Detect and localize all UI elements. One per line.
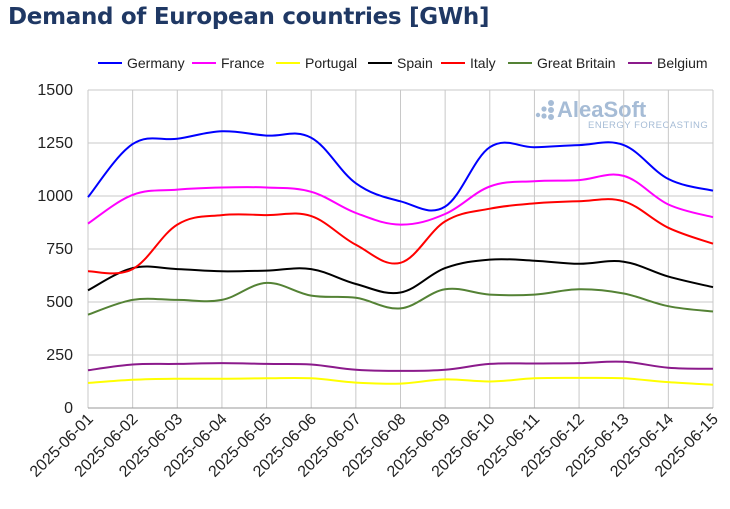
aleasoft-logo-icon [535,100,554,120]
x-axis: 2025-06-012025-06-022025-06-032025-06-04… [27,411,722,481]
aleasoft-watermark: AleaSoft ENERGY FORECASTING [535,97,708,131]
series-line-portugal [87,376,714,386]
legend-label-spain: Spain [397,55,433,71]
legend-label-great-britain: Great Britain [537,55,616,71]
y-axis: 0 250 500 750 1000 1250 1500 [37,82,73,417]
series-line-germany [87,130,714,212]
y-tick-label: 1500 [37,82,73,99]
series-line-spain [87,258,714,295]
series-line-great-britain [87,281,714,316]
y-tick-label: 1250 [37,135,73,152]
series-line-belgium [87,360,714,372]
legend: Germany France Portugal Spain Italy Great Bri… [98,55,708,71]
legend-label-belgium: Belgium [657,55,708,71]
legend-label-germany: Germany [127,55,185,71]
chart-title: Demand of European countries [GWh] [8,4,490,30]
y-tick-label: 250 [46,347,73,364]
y-tick-label: 500 [46,294,73,311]
legend-label-france: France [221,55,265,71]
series-line-france [87,173,714,226]
watermark-brand: AleaSoft [557,97,647,122]
legend-label-italy: Italy [470,55,496,71]
y-tick-label: 750 [46,241,73,258]
watermark-subtitle: ENERGY FORECASTING [588,120,708,131]
series-lines [87,130,714,386]
y-tick-label: 0 [64,400,73,417]
series-line-italy [87,198,714,275]
legend-label-portugal: Portugal [305,55,357,71]
y-tick-label: 1000 [37,188,73,205]
